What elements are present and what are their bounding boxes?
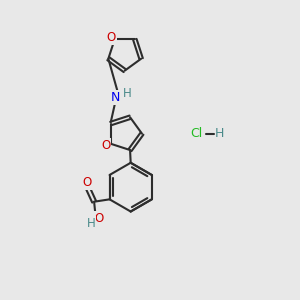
Text: H: H	[86, 217, 95, 230]
Text: H: H	[215, 127, 224, 140]
Text: O: O	[95, 212, 104, 225]
Text: O: O	[101, 139, 110, 152]
Text: O: O	[82, 176, 91, 189]
Text: H: H	[123, 87, 131, 100]
Text: N: N	[111, 91, 121, 103]
Text: O: O	[106, 31, 116, 44]
Text: Cl: Cl	[190, 127, 202, 140]
